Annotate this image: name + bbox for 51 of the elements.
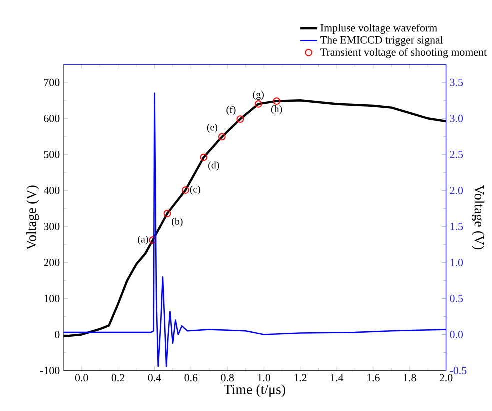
point xyxy=(218,134,226,141)
y2-axis-title: Voltage (V) xyxy=(472,186,485,250)
x-tick-label: 1.0 xyxy=(258,374,270,382)
point xyxy=(254,100,262,108)
y2-tick-label: 1.0 xyxy=(450,259,464,267)
point xyxy=(182,186,190,194)
x-tick-label: 1.6 xyxy=(368,374,380,382)
y-axis-title: Voltage (V) xyxy=(26,186,40,250)
annotation: (b) xyxy=(172,218,183,228)
x-tick-label: 1.8 xyxy=(404,374,416,382)
x-tick-label: 0.6 xyxy=(184,374,198,382)
y-tick-label: 500 xyxy=(44,151,60,159)
y2-tick-label: 0.5 xyxy=(450,295,464,303)
point xyxy=(236,116,244,124)
y2-tick-label: 3.0 xyxy=(450,115,464,123)
y-tick-label: 0 xyxy=(55,331,60,339)
y-tick-label: -100 xyxy=(40,367,60,375)
annotation: (a) xyxy=(138,236,148,246)
point xyxy=(149,236,157,244)
annotation: (c) xyxy=(190,186,200,196)
annotation: (f) xyxy=(226,106,236,116)
y-tick-label: 100 xyxy=(44,295,60,303)
x-axis-title: Time (t/μs) xyxy=(224,384,286,398)
point xyxy=(164,210,172,218)
x-tick-label: 0.2 xyxy=(112,374,125,382)
x-tick-label: 1.2 xyxy=(294,374,307,382)
annotation: (h) xyxy=(271,106,282,115)
y2-tick-label: 2.0 xyxy=(450,187,464,195)
x-tick-label: 0.0 xyxy=(75,374,88,382)
point xyxy=(273,98,280,106)
legend-label: Transient voltage of shooting moment xyxy=(320,48,487,58)
y2-tick-label: 0.0 xyxy=(450,331,464,339)
annotation: (g) xyxy=(253,91,264,100)
y2-tick-label: 1.5 xyxy=(450,223,464,231)
y2-tick-label: -0.5 xyxy=(450,367,467,375)
y-tick-label: 700 xyxy=(44,79,60,87)
y2-tick-label: 2.5 xyxy=(450,151,464,159)
y-tick-label: 200 xyxy=(44,259,60,267)
legend-label: The EMICCD trigger signal xyxy=(320,36,444,46)
x-tick-label: 0.8 xyxy=(221,374,234,382)
y-tick-label: 400 xyxy=(44,187,60,195)
x-tick-label: 1.4 xyxy=(331,374,344,382)
annotation: (d) xyxy=(208,162,220,171)
y2-tick-label: 3.5 xyxy=(450,79,464,87)
x-tick-label: 2.0 xyxy=(440,374,453,382)
x-tick-label: 0.4 xyxy=(148,374,162,382)
y-tick-label: 300 xyxy=(44,223,60,231)
point xyxy=(200,154,208,162)
legend-label: Impluse voltage waveform xyxy=(320,24,438,34)
y-tick-label: 600 xyxy=(44,115,60,123)
annotation: (e) xyxy=(207,124,218,134)
